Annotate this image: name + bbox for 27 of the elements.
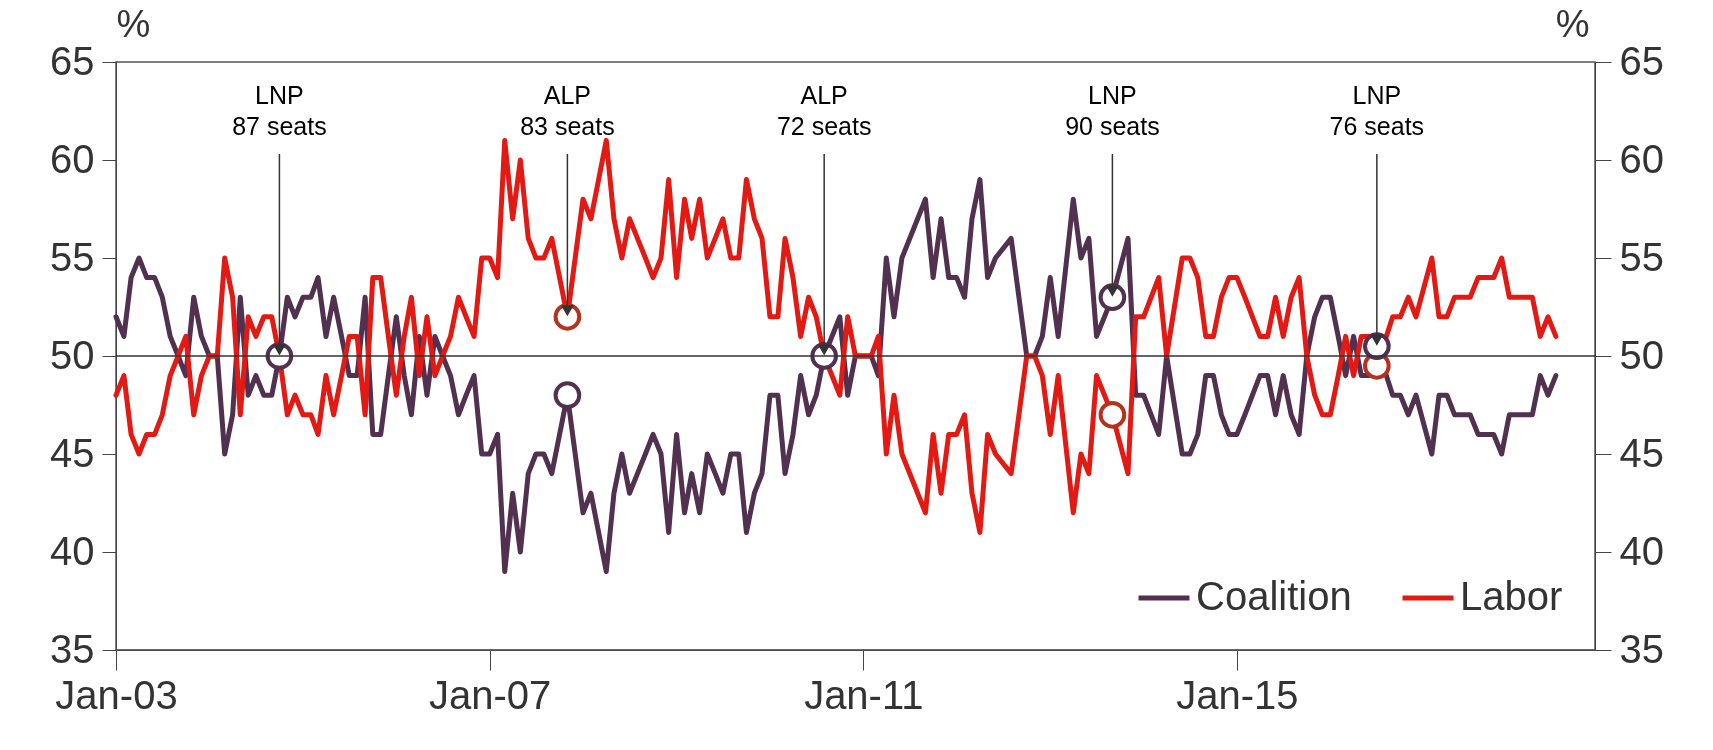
- legend-label: Labor: [1460, 574, 1563, 618]
- y2-tick-label: 55: [1619, 234, 1664, 279]
- y-tick-label: 45: [50, 430, 95, 475]
- y-tick-label: 40: [50, 528, 95, 573]
- annotation: ALP 72 seats: [776, 81, 872, 140]
- annotation: ALP 83 seats: [520, 81, 615, 140]
- y2-tick-label: 60: [1619, 136, 1664, 181]
- x-tick-label: Jan-07: [428, 672, 552, 717]
- x-tick-label: Jan-11: [804, 672, 924, 717]
- y2-tick-label: 40: [1619, 528, 1664, 573]
- y-tick-label: 55: [50, 234, 95, 279]
- x-tick-label: Jan-03: [55, 672, 178, 717]
- x-tick-label: Jan-15: [1176, 672, 1299, 717]
- y2-axis-title: %: [1555, 2, 1590, 45]
- annotation: LNP 90 seats: [1065, 81, 1160, 140]
- y2-tick-label: 50: [1619, 332, 1664, 377]
- y2-tick-label: 45: [1619, 430, 1664, 475]
- y-tick-label: 35: [50, 626, 95, 671]
- y-axis-title: %: [116, 2, 151, 45]
- y-tick-label: 60: [50, 136, 95, 181]
- annotation: LNP 87 seats: [232, 81, 327, 140]
- y-tick-label: 50: [50, 332, 95, 377]
- y2-tick-label: 35: [1619, 626, 1664, 671]
- y2-tick-label: 65: [1619, 38, 1664, 83]
- y-tick-label: 65: [50, 38, 95, 83]
- annotation: LNP 76 seats: [1329, 81, 1425, 140]
- legend-label: Coalition: [1196, 574, 1352, 618]
